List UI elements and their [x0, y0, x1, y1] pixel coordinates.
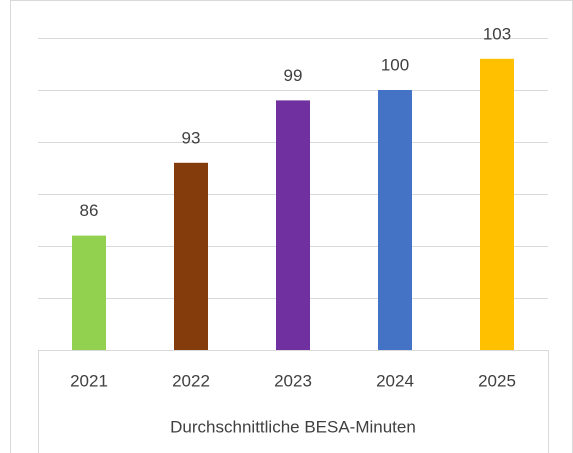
bar [480, 58, 514, 351]
data-label: 103 [483, 24, 511, 43]
x-tick-label: 2023 [274, 371, 312, 390]
x-tick-label: 2021 [70, 371, 108, 390]
bar [378, 90, 412, 350]
data-label: 86 [80, 201, 99, 220]
x-tick-label: 2025 [478, 371, 516, 390]
x-tick-label: 2024 [376, 371, 414, 390]
data-label: 93 [182, 128, 201, 147]
bar [72, 235, 106, 350]
x-axis-title: Durchschnittliche BESA-Minuten [170, 417, 416, 436]
x-tick-label: 2022 [172, 371, 210, 390]
bar [276, 100, 310, 351]
data-label: 99 [284, 66, 303, 85]
data-label: 100 [381, 55, 409, 74]
bar [174, 162, 208, 350]
